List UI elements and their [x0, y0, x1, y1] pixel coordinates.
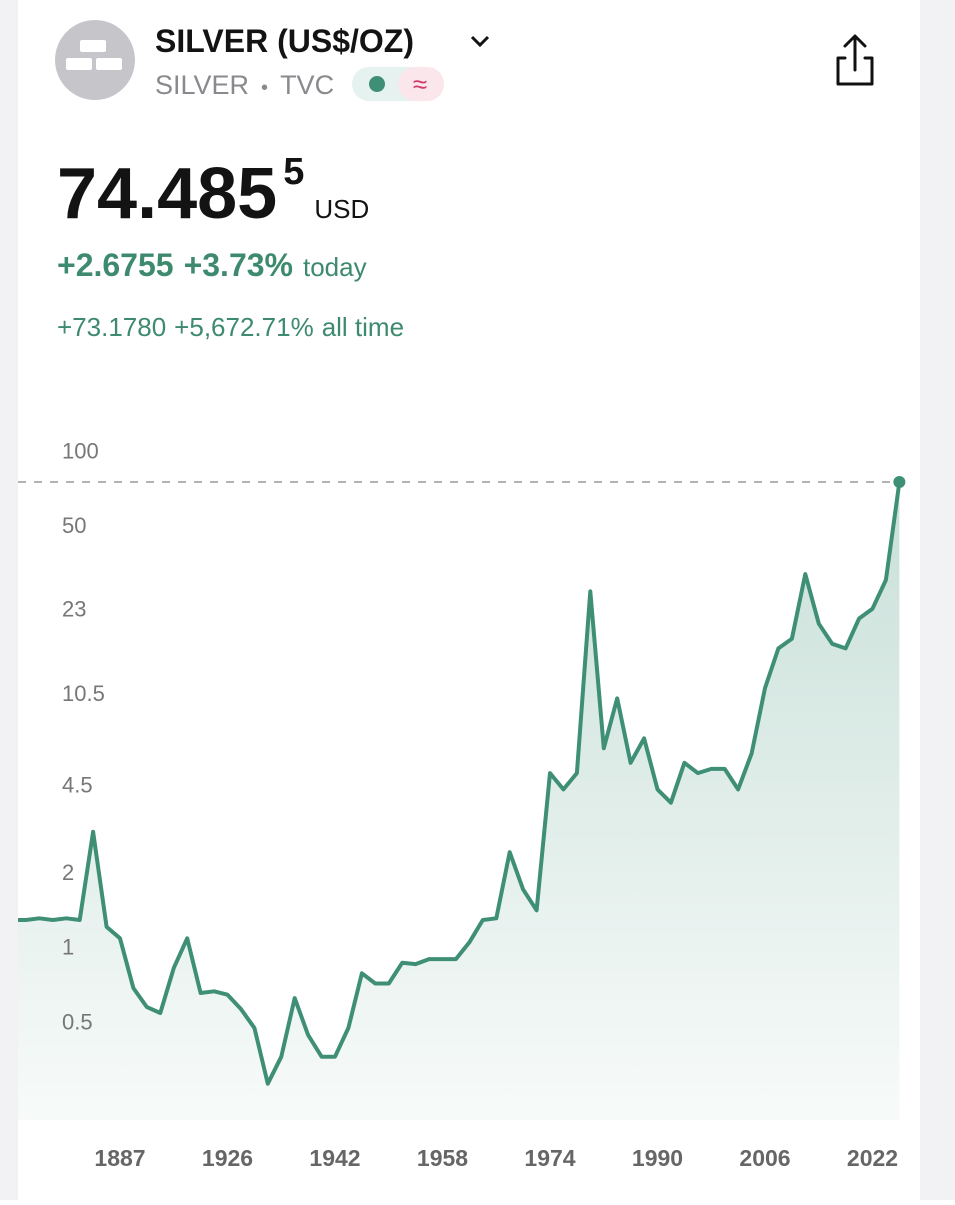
dropdown-chevron[interactable]: [470, 35, 490, 48]
y-tick-label: 0.5: [62, 1009, 93, 1034]
price-main: 74.485: [57, 154, 277, 234]
plot: [18, 481, 902, 1120]
x-tick-label: 1958: [417, 1145, 468, 1171]
area: [18, 482, 900, 1120]
price-fraction: 5: [283, 151, 304, 193]
symbol-subtitle: SILVER • TVC: [155, 70, 334, 100]
x-tick-label: 1926: [202, 1145, 253, 1171]
svg-text:≈: ≈: [413, 69, 427, 99]
x-tick-label: 2022: [847, 1145, 898, 1171]
y-tick-label: 4.5: [62, 772, 93, 797]
change-pct: +5,672.71%: [174, 312, 314, 342]
y-tick-label: 10.5: [62, 681, 105, 706]
symbol: SILVER: [155, 70, 249, 100]
status-badge: ≈: [352, 67, 444, 101]
price: 74.485 5 USD: [57, 151, 369, 234]
y-tick-label: 2: [62, 860, 74, 885]
x-tick-label: 1942: [309, 1145, 360, 1171]
share-button[interactable]: [836, 34, 874, 86]
change-abs: +73.1780: [57, 312, 166, 342]
y-tick-label: 23: [62, 597, 86, 622]
currency: USD: [314, 194, 369, 224]
y-tick-label: 100: [62, 438, 99, 463]
x-tick-label: 1887: [94, 1145, 145, 1171]
left-margin: [0, 0, 18, 1200]
change-all-time: +73.1780 +5,672.71% all time: [57, 312, 404, 342]
symbol-icon: [55, 20, 135, 100]
symbol-title: SILVER (US$/OZ): [155, 23, 414, 59]
change-today: +2.6755 +3.73% today: [57, 247, 367, 283]
change-period: today: [303, 252, 367, 282]
exchange: TVC: [280, 70, 334, 100]
x-tick-label: 2006: [739, 1145, 790, 1171]
change-abs: +2.6755: [57, 247, 174, 283]
change-pct: +3.73%: [184, 247, 293, 283]
change-period: all time: [322, 312, 404, 342]
separator: •: [261, 77, 268, 99]
y-tick-label: 50: [62, 513, 86, 538]
y-tick-label: 1: [62, 935, 74, 960]
line: [18, 481, 902, 1086]
right-margin: [920, 0, 955, 1200]
last-point: [893, 476, 906, 489]
x-tick-label: 1990: [632, 1145, 683, 1171]
x-tick-label: 1974: [524, 1145, 575, 1171]
